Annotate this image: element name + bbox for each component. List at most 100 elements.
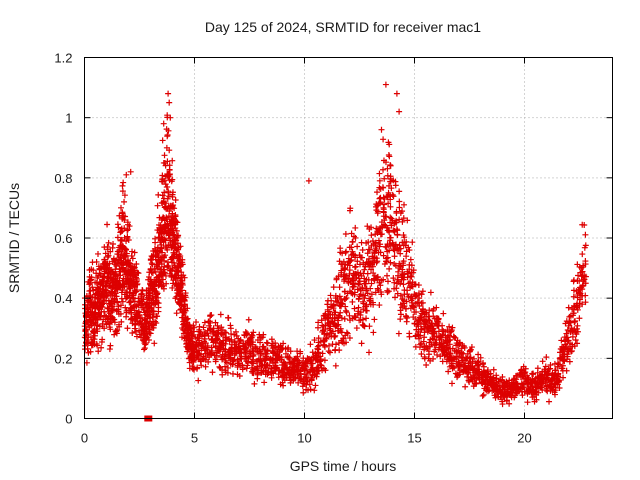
data-point xyxy=(480,359,487,366)
data-point xyxy=(446,341,453,348)
data-point xyxy=(582,292,589,299)
data-point xyxy=(399,266,406,273)
data-point xyxy=(243,365,250,372)
data-point xyxy=(396,204,403,211)
data-point xyxy=(442,347,449,354)
data-point xyxy=(443,337,450,344)
data-point xyxy=(222,369,229,376)
data-point xyxy=(324,301,331,308)
data-point xyxy=(576,315,583,322)
data-point xyxy=(214,336,221,343)
data-point xyxy=(184,305,191,312)
y-tick-label: 0.4 xyxy=(54,291,72,306)
data-point xyxy=(374,258,381,265)
data-point xyxy=(385,189,392,196)
data-point xyxy=(122,304,129,311)
data-point xyxy=(179,259,186,266)
data-point xyxy=(368,280,375,287)
data-point xyxy=(182,290,189,297)
data-point xyxy=(110,316,117,323)
data-point xyxy=(535,389,542,396)
data-point xyxy=(561,334,568,341)
data-point xyxy=(433,333,440,340)
data-point xyxy=(212,339,219,346)
data-point xyxy=(333,275,340,282)
data-point xyxy=(558,337,565,344)
data-point xyxy=(120,179,127,186)
data-point xyxy=(386,265,393,272)
data-point xyxy=(401,201,408,208)
data-point xyxy=(147,257,154,264)
data-point xyxy=(426,351,433,358)
data-point xyxy=(475,358,482,365)
x-axis-label: GPS time / hours xyxy=(290,458,397,474)
data-point xyxy=(82,326,89,333)
data-point xyxy=(354,243,361,250)
data-point xyxy=(297,370,304,377)
data-point xyxy=(393,90,400,97)
data-point xyxy=(149,269,156,276)
data-point xyxy=(293,355,300,362)
data-point xyxy=(547,365,554,372)
data-point xyxy=(327,292,334,299)
data-point xyxy=(493,372,500,379)
data-point xyxy=(244,362,251,369)
data-point xyxy=(484,367,491,374)
data-point xyxy=(565,304,572,311)
data-point xyxy=(377,225,384,232)
data-point xyxy=(552,387,559,394)
data-point xyxy=(361,280,368,287)
data-point xyxy=(397,292,404,299)
data-point xyxy=(354,258,361,265)
data-point xyxy=(546,398,553,405)
data-point xyxy=(374,276,381,283)
data-point xyxy=(400,260,407,267)
data-point xyxy=(212,319,219,326)
data-point xyxy=(512,372,519,379)
data-point xyxy=(100,273,107,280)
data-point xyxy=(259,334,266,341)
data-point xyxy=(280,382,287,389)
data-point xyxy=(138,293,145,300)
data-point xyxy=(236,373,243,380)
data-point xyxy=(173,310,180,317)
data-point xyxy=(201,319,208,326)
data-point xyxy=(376,170,383,177)
data-point xyxy=(479,392,486,399)
data-point xyxy=(409,239,416,246)
data-point xyxy=(447,355,454,362)
data-point xyxy=(249,332,256,339)
data-point xyxy=(169,265,176,272)
data-point xyxy=(311,387,318,394)
data-point xyxy=(236,338,243,345)
data-point xyxy=(328,318,335,325)
data-point xyxy=(337,309,344,316)
data-point xyxy=(359,321,366,328)
data-point xyxy=(543,371,550,378)
data-point xyxy=(356,281,363,288)
data-point xyxy=(403,298,410,305)
data-point xyxy=(331,333,338,340)
data-point xyxy=(385,278,392,285)
data-point xyxy=(227,322,234,329)
data-point xyxy=(582,231,589,238)
data-point xyxy=(193,319,200,326)
y-tick-label: 0.6 xyxy=(54,231,72,246)
data-point xyxy=(400,215,407,222)
data-point xyxy=(160,276,167,283)
data-point xyxy=(169,189,176,196)
data-point xyxy=(341,315,348,322)
data-point xyxy=(407,256,414,263)
data-point xyxy=(111,331,118,338)
data-point xyxy=(163,184,170,191)
data-point xyxy=(122,246,129,253)
data-point xyxy=(464,350,471,357)
data-point xyxy=(87,277,94,284)
data-point xyxy=(475,351,482,358)
data-point xyxy=(467,346,474,353)
data-point xyxy=(263,339,270,346)
data-point xyxy=(219,371,226,378)
y-tick-label: 1.2 xyxy=(54,51,72,66)
data-point xyxy=(198,362,205,369)
data-point xyxy=(391,285,398,292)
